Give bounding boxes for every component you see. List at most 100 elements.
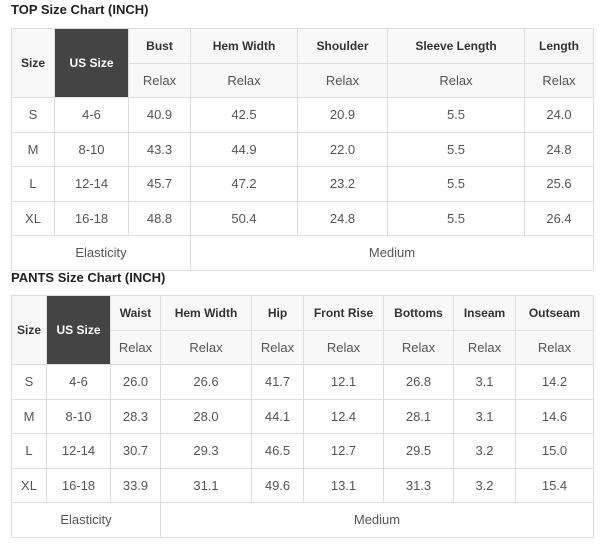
us-size-cell: 12-14: [54, 166, 129, 202]
value-cell: 25.6: [524, 166, 594, 202]
pants-size-table: Size US Size Waist Hem Width Hip Front Rise Bo…: [11, 295, 594, 538]
value-cell: 30.7: [110, 433, 161, 469]
value-cell: 5.5: [387, 131, 525, 167]
relax-label: Relax: [453, 329, 516, 365]
relax-label: Relax: [160, 329, 252, 365]
column-header: Hem Width: [160, 295, 252, 331]
value-cell: 5.5: [387, 166, 525, 202]
value-cell: 14.2: [515, 364, 594, 400]
size-cell: XL: [11, 467, 47, 503]
column-header: Bust: [128, 28, 191, 64]
size-cell: M: [11, 131, 55, 167]
us-size-cell: 12-14: [46, 433, 111, 469]
value-cell: 14.6: [515, 398, 594, 434]
top-size-table: Size US Size Bust Hem Width Shoulder Sleeve L…: [11, 28, 594, 271]
value-cell: 26.4: [524, 200, 594, 236]
column-header: Waist: [110, 295, 161, 331]
column-header: Length: [524, 28, 594, 64]
value-cell: 44.1: [251, 398, 304, 434]
us-size-cell: 4-6: [46, 364, 111, 400]
us-size-cell: 16-18: [54, 200, 129, 236]
value-cell: 3.1: [453, 398, 516, 434]
column-header: Hem Width: [190, 28, 298, 64]
table-row: XL 16-18 48.8 50.4 24.8 5.5 26.4: [11, 200, 594, 236]
value-cell: 3.1: [453, 364, 516, 400]
value-cell: 13.1: [303, 467, 384, 503]
column-header: Hip: [251, 295, 304, 331]
relax-label: Relax: [128, 62, 191, 98]
column-header: Outseam: [515, 295, 594, 331]
value-cell: 3.2: [453, 433, 516, 469]
value-cell: 29.5: [383, 433, 454, 469]
pants-chart-title: PANTS Size Chart (INCH): [11, 270, 166, 285]
value-cell: 41.7: [251, 364, 304, 400]
size-cell: L: [11, 166, 55, 202]
value-cell: 22.0: [297, 131, 388, 167]
value-cell: 40.9: [128, 97, 191, 133]
value-cell: 15.0: [515, 433, 594, 469]
value-cell: 12.4: [303, 398, 384, 434]
elasticity-value: Medium: [190, 235, 594, 271]
value-cell: 49.6: [251, 467, 304, 503]
value-cell: 42.5: [190, 97, 298, 133]
value-cell: 12.7: [303, 433, 384, 469]
relax-label: Relax: [110, 329, 161, 365]
value-cell: 5.5: [387, 200, 525, 236]
value-cell: 3.2: [453, 467, 516, 503]
us-size-cell: 8-10: [54, 131, 129, 167]
value-cell: 28.0: [160, 398, 252, 434]
value-cell: 31.3: [383, 467, 454, 503]
relax-label: Relax: [297, 62, 388, 98]
size-cell: XL: [11, 200, 55, 236]
relax-label: Relax: [387, 62, 525, 98]
relax-label: Relax: [303, 329, 384, 365]
elasticity-value: Medium: [160, 502, 594, 538]
relax-label: Relax: [251, 329, 304, 365]
us-size-cell: 16-18: [46, 467, 111, 503]
us-size-header: US Size: [54, 28, 129, 98]
relax-label: Relax: [515, 329, 594, 365]
size-cell: M: [11, 398, 47, 434]
value-cell: 44.9: [190, 131, 298, 167]
table-row: M 8-10 43.3 44.9 22.0 5.5 24.8: [11, 131, 594, 167]
value-cell: 50.4: [190, 200, 298, 236]
column-header: Sleeve Length: [387, 28, 525, 64]
size-cell: S: [11, 364, 47, 400]
table-row: S 4-6 26.0 26.6 41.7 12.1 26.8 3.1 14.2: [11, 364, 594, 400]
table-row: M 8-10 28.3 28.0 44.1 12.4 28.1 3.1 14.6: [11, 398, 594, 434]
value-cell: 26.8: [383, 364, 454, 400]
us-size-cell: 8-10: [46, 398, 111, 434]
value-cell: 33.9: [110, 467, 161, 503]
elasticity-label: Elasticity: [11, 502, 161, 538]
value-cell: 12.1: [303, 364, 384, 400]
us-size-cell: 4-6: [54, 97, 129, 133]
value-cell: 24.8: [524, 131, 594, 167]
value-cell: 28.1: [383, 398, 454, 434]
column-header: Shoulder: [297, 28, 388, 64]
value-cell: 48.8: [128, 200, 191, 236]
size-cell: L: [11, 433, 47, 469]
table-row: XL 16-18 33.9 31.1 49.6 13.1 31.3 3.2 15.4: [11, 467, 594, 503]
size-header: Size: [11, 295, 47, 365]
value-cell: 29.3: [160, 433, 252, 469]
relax-label: Relax: [383, 329, 454, 365]
value-cell: 31.1: [160, 467, 252, 503]
relax-label: Relax: [524, 62, 594, 98]
us-size-header: US Size: [46, 295, 111, 365]
value-cell: 23.2: [297, 166, 388, 202]
value-cell: 5.5: [387, 97, 525, 133]
column-header: Front Rise: [303, 295, 384, 331]
column-header: Bottoms: [383, 295, 454, 331]
top-chart-title: TOP Size Chart (INCH): [11, 2, 149, 17]
value-cell: 24.0: [524, 97, 594, 133]
value-cell: 47.2: [190, 166, 298, 202]
size-header: Size: [11, 28, 55, 98]
value-cell: 15.4: [515, 467, 594, 503]
value-cell: 26.0: [110, 364, 161, 400]
value-cell: 46.5: [251, 433, 304, 469]
value-cell: 43.3: [128, 131, 191, 167]
value-cell: 26.6: [160, 364, 252, 400]
relax-label: Relax: [190, 62, 298, 98]
table-row: L 12-14 45.7 47.2 23.2 5.5 25.6: [11, 166, 594, 202]
elasticity-label: Elasticity: [11, 235, 191, 271]
